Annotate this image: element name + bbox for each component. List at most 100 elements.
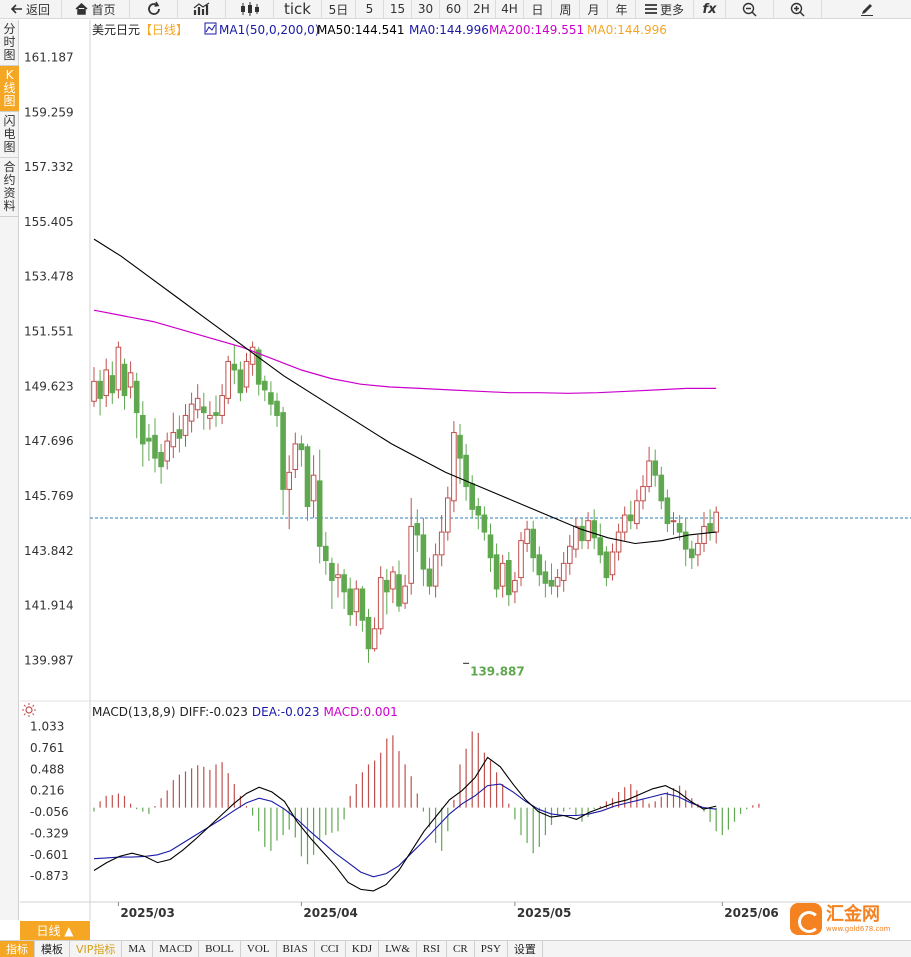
- candle: [432, 543, 439, 598]
- period-selector[interactable]: 日线 ▲: [20, 921, 90, 940]
- ind-tab-lw[interactable]: LW&: [379, 940, 417, 957]
- price-y-tick: 153.478: [24, 270, 74, 284]
- candle-body: [194, 397, 201, 411]
- period-day[interactable]: 日: [524, 0, 552, 19]
- candle: [445, 486, 451, 541]
- x-tick-label: 2025/06: [724, 906, 778, 920]
- legend-ma-config: MA1(50,0,200,0): [219, 23, 319, 37]
- candle-body: [621, 514, 628, 533]
- price-y-tick: 155.405: [24, 215, 74, 229]
- candle: [262, 375, 268, 402]
- candle: [682, 517, 689, 567]
- tab-kline[interactable]: K线图: [0, 66, 19, 112]
- ind-tab-rsi[interactable]: RSI: [417, 940, 448, 957]
- ind-tab-kdj[interactable]: KDJ: [346, 940, 380, 957]
- candle: [237, 361, 244, 402]
- candle-body: [164, 440, 170, 462]
- period-5day[interactable]: 5日: [322, 0, 356, 19]
- tab-intraday[interactable]: 分时图: [0, 20, 19, 66]
- formula-button[interactable]: fx: [694, 0, 726, 19]
- home-button[interactable]: 首页: [62, 0, 130, 19]
- ind-tab-cci[interactable]: CCI: [315, 940, 346, 957]
- candle: [481, 506, 488, 541]
- candle-body: [542, 571, 549, 584]
- period-5min[interactable]: 5: [356, 0, 384, 19]
- macd-y-tick: 0.761: [30, 741, 64, 755]
- candle: [506, 552, 512, 607]
- period-60min[interactable]: 60: [440, 0, 468, 19]
- candle-body: [371, 628, 378, 650]
- refresh-button[interactable]: [130, 0, 178, 19]
- period-4h[interactable]: 4H: [496, 0, 524, 19]
- candle: [225, 355, 231, 405]
- candle: [127, 361, 134, 399]
- tab-flash[interactable]: 闪电图: [0, 112, 19, 158]
- candle: [103, 358, 110, 407]
- ind-tab-vol[interactable]: VOL: [241, 940, 277, 957]
- candle-body: [323, 545, 329, 562]
- price-y-tick: 149.623: [24, 379, 74, 393]
- macd-diff-line: [93, 756, 717, 892]
- period-30min[interactable]: 30: [412, 0, 440, 19]
- back-button[interactable]: 返回: [0, 0, 62, 19]
- candle-type-button[interactable]: [226, 0, 274, 19]
- candle: [591, 509, 598, 550]
- zoom-in-button[interactable]: [774, 0, 822, 19]
- candle-body: [97, 380, 103, 399]
- ind-tab-psy[interactable]: PSY: [475, 940, 508, 957]
- candle-body: [182, 414, 189, 436]
- candle-body: [457, 434, 463, 459]
- candle-body: [609, 551, 616, 576]
- price-y-tick: 147.696: [24, 434, 74, 448]
- candle: [231, 344, 238, 385]
- ind-tab-ma[interactable]: MA: [122, 940, 154, 957]
- candle-body: [487, 534, 494, 559]
- candle: [640, 475, 646, 510]
- candle: [615, 523, 622, 561]
- ind-tab-indicator[interactable]: 指标: [0, 940, 35, 957]
- chart-area[interactable]: 美元日元【日线】 MA1(50,0,200,0) MA50:144.541 MA…: [20, 20, 911, 920]
- candle-body: [524, 528, 530, 544]
- draw-tool-button[interactable]: [822, 0, 911, 19]
- candle-body: [682, 531, 689, 550]
- ind-tab-bias[interactable]: BIAS: [277, 940, 315, 957]
- candle: [353, 580, 360, 626]
- ma50-line: [93, 238, 717, 545]
- candle-body: [518, 540, 524, 579]
- candle: [310, 455, 317, 518]
- candle-body: [243, 360, 250, 388]
- period-year[interactable]: 年: [608, 0, 636, 19]
- candle-body: [207, 414, 213, 419]
- tick-button[interactable]: tick: [274, 0, 322, 19]
- candle-body: [664, 497, 671, 525]
- period-2h[interactable]: 2H: [468, 0, 496, 19]
- ind-tab-template[interactable]: 模板: [35, 940, 70, 957]
- macd-y-tick: 1.033: [30, 719, 64, 733]
- period-week[interactable]: 周: [552, 0, 580, 19]
- tab-contract-info[interactable]: 合约资料: [0, 158, 19, 217]
- legend-symbol-text: 美元日元: [92, 23, 140, 37]
- candle-body: [603, 551, 610, 579]
- candle-body: [689, 548, 695, 559]
- ind-tab-vip[interactable]: VIP指标: [70, 940, 123, 957]
- candle-body: [121, 363, 128, 397]
- ind-tab-settings[interactable]: 设置: [508, 940, 543, 957]
- candle-body: [695, 542, 701, 556]
- candle-body: [652, 460, 659, 476]
- ma-config-icon[interactable]: [204, 22, 217, 35]
- macd-settings-icon[interactable]: [22, 703, 36, 717]
- candle: [292, 432, 299, 479]
- bar-chart-type-button[interactable]: [178, 0, 226, 19]
- legend-ma200: MA200:149.551: [489, 23, 584, 37]
- candle: [493, 543, 500, 598]
- period-month[interactable]: 月: [580, 0, 608, 19]
- candle: [487, 523, 494, 572]
- candle: [426, 557, 433, 595]
- candle-body: [176, 429, 183, 439]
- ind-tab-macd[interactable]: MACD: [153, 940, 200, 957]
- more-button[interactable]: 更多: [636, 0, 694, 19]
- ind-tab-cr[interactable]: CR: [447, 940, 475, 957]
- ind-tab-boll[interactable]: BOLL: [199, 940, 241, 957]
- period-15min[interactable]: 15: [384, 0, 412, 19]
- zoom-out-button[interactable]: [726, 0, 774, 19]
